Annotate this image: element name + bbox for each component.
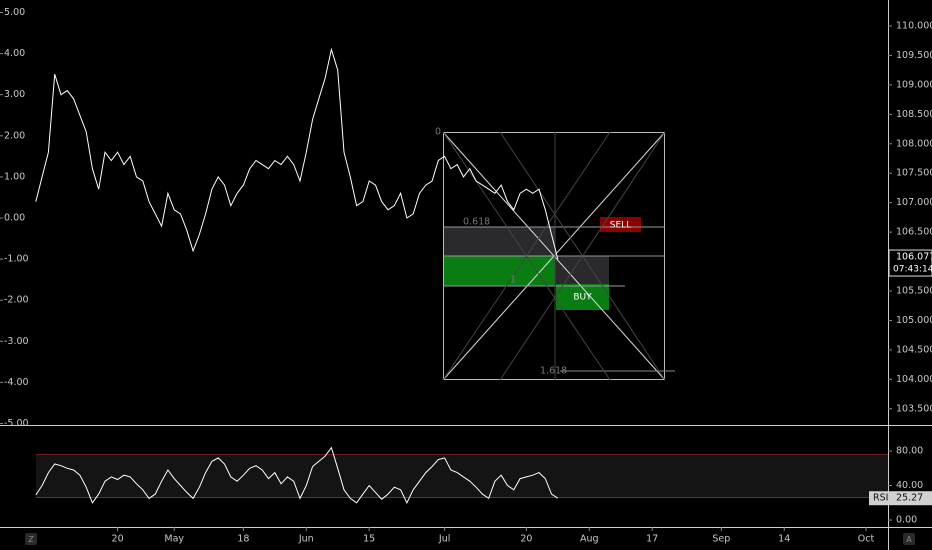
y-tick-label: -3.00	[4, 336, 29, 347]
y2-tick-label: 103.500	[896, 403, 932, 414]
y-tick-label: 1.00	[4, 171, 25, 182]
y2-tick-label: 109.500	[896, 50, 932, 61]
fan	[442, 131, 611, 381]
last-price-box	[888, 249, 932, 277]
y-tick-label: -2.00	[4, 295, 29, 306]
y-tick-label: -4.00	[4, 377, 29, 388]
rsi-name: RSI	[873, 493, 888, 504]
y2-tick-label: 107.500	[896, 168, 932, 179]
x-tick-label: Aug	[580, 534, 599, 545]
y2-tick-label: 108.500	[896, 109, 932, 120]
x-tick-label: Jun	[298, 534, 314, 545]
y-tick-label: 2.00	[4, 130, 25, 141]
x-tick-label: 20	[520, 534, 532, 545]
y-tick-label: 80.00	[896, 446, 923, 457]
x-tick-label: Oct	[858, 534, 875, 545]
footer-right[interactable]: A	[906, 535, 912, 544]
x-tick-label: Jul	[438, 534, 450, 545]
y2-tick-label: 109.000	[896, 79, 932, 90]
level-label: 0	[435, 127, 441, 138]
price-line	[35, 47, 559, 260]
y-tick-label: 4.00	[4, 48, 25, 59]
x-tick-label: 14	[778, 534, 790, 545]
last-price-label: 106.077	[896, 252, 932, 263]
countdown-label: 07:43:14	[893, 265, 932, 275]
y-tick-label: -5.00	[4, 418, 29, 429]
buy-label: BUY	[573, 293, 592, 303]
x-tick-label: 15	[363, 534, 375, 545]
rsi-value-box	[869, 491, 932, 506]
rsi-value: 25.27	[896, 493, 923, 504]
x-tick-label: 18	[237, 534, 249, 545]
y2-tick-label: 108.000	[896, 138, 932, 149]
footer-icon[interactable]	[903, 533, 915, 545]
level-label: 1.618	[540, 366, 567, 377]
sell-label: SELL	[610, 221, 631, 231]
zone-green	[443, 256, 555, 286]
level-label: 0.618	[463, 217, 490, 228]
y-tick-label: 0.00	[896, 514, 917, 525]
x-tick-label: Sep	[712, 534, 730, 545]
level-label: 1	[510, 275, 516, 286]
zone-gray	[443, 227, 555, 256]
y2-tick-label: 105.500	[896, 286, 932, 297]
y-tick-label: 5.00	[4, 7, 25, 18]
y2-tick-label: 104.500	[896, 344, 932, 355]
footer-left[interactable]: Z	[28, 535, 34, 544]
y2-tick-label: 107.000	[896, 197, 932, 208]
y2-tick-label: 104.000	[896, 374, 932, 385]
x-tick-label: May	[164, 534, 184, 545]
y-tick-label: 40.00	[896, 480, 923, 491]
zone-gray-right	[555, 256, 609, 284]
x-tick-label: 17	[646, 534, 658, 545]
y2-tick-label: 106.500	[896, 227, 932, 238]
x-tick-label: 20	[112, 534, 124, 545]
y2-tick-label: 110.000	[896, 21, 932, 32]
gann-fib-drawing: 0 0.618 1 1.618 SELL BUY	[435, 127, 675, 381]
price-line	[35, 446, 559, 504]
y-tick-label: 3.00	[4, 89, 25, 100]
y-tick-label: 0.00	[4, 213, 25, 224]
fan	[499, 131, 666, 381]
y-tick-label: -1.00	[4, 254, 29, 265]
footer-icon[interactable]	[25, 533, 37, 545]
y2-tick-label: 105.000	[896, 315, 932, 326]
sell-box	[600, 217, 641, 232]
